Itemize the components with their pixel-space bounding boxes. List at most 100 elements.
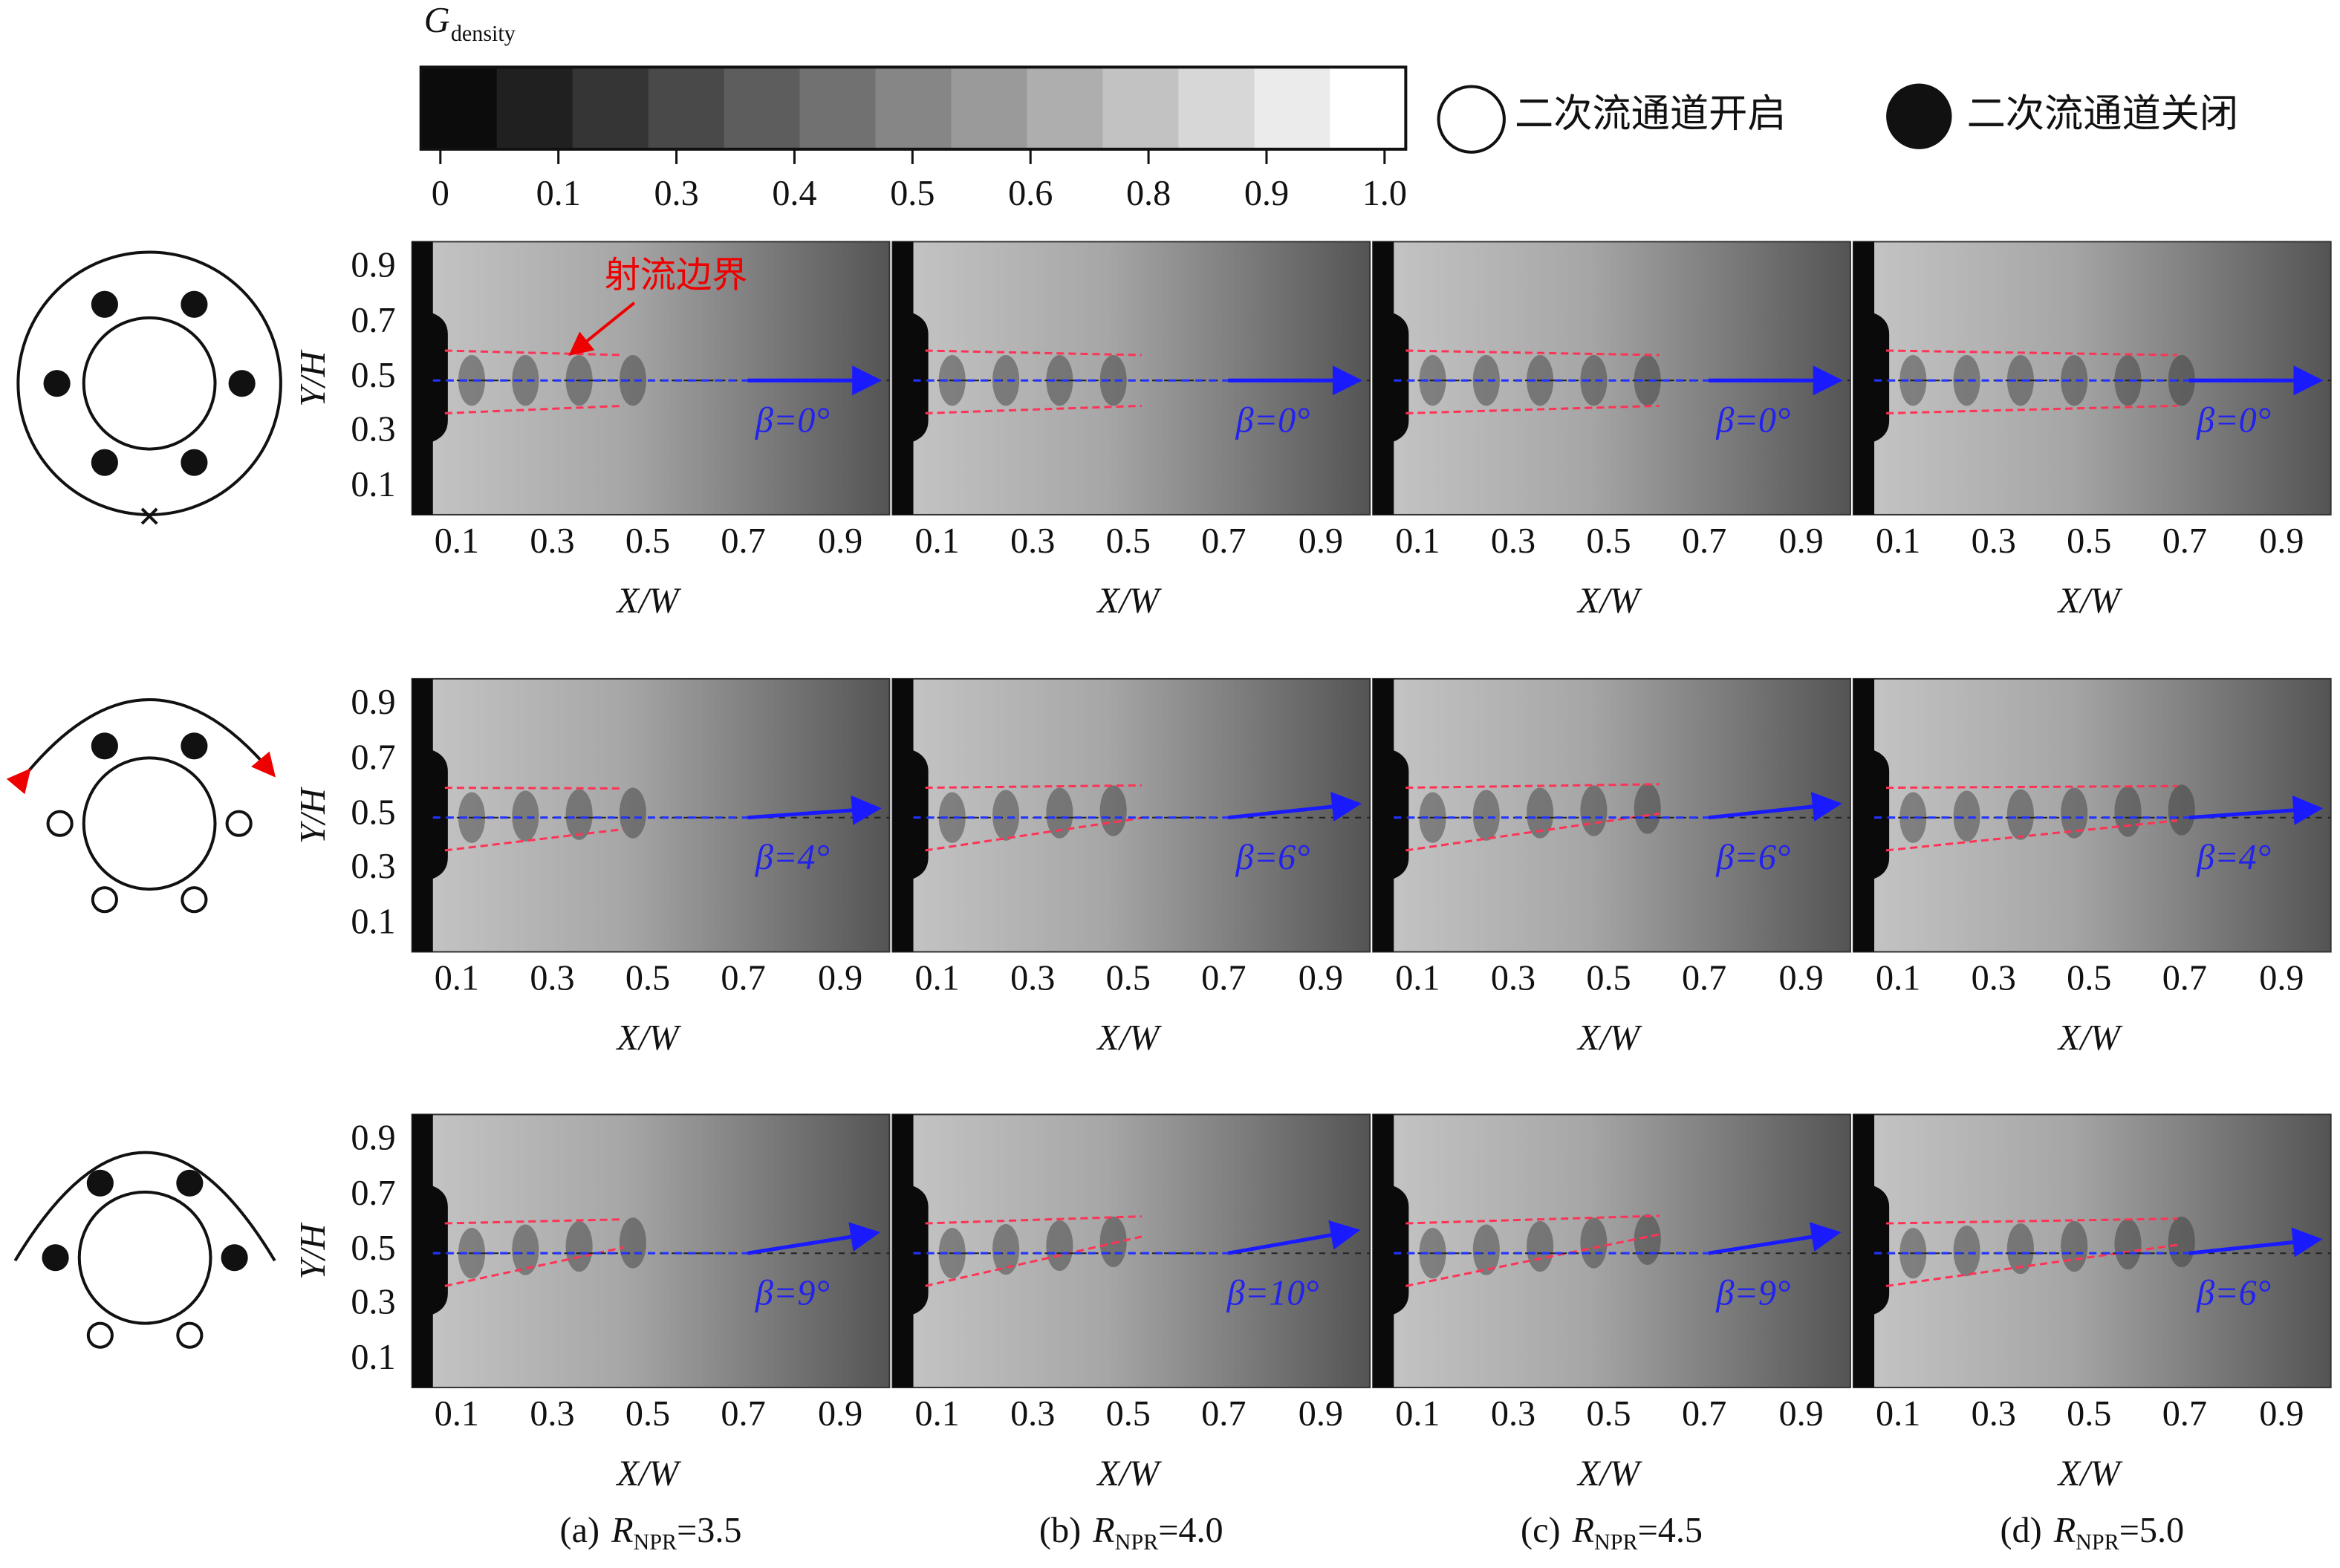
shock-cell [1634,783,1661,834]
jet-boundary [925,1235,1143,1287]
beta-label: β=4° [755,838,830,877]
beta-label: β=0° [2196,400,2271,440]
schlieren-image [411,1113,891,1388]
y-tick-label: 0.5 [351,793,395,833]
jet-boundary [1405,404,1660,414]
x-tick-label: 0.1 [435,959,479,998]
x-tick-label: 0.7 [721,521,765,561]
jet-boundary [444,1218,624,1225]
caption-symbol: R [1092,1511,1114,1550]
x-tick-label: 0.1 [1876,959,1920,998]
colorbar-step [1102,67,1180,149]
x-tick-label: 0.5 [625,1394,670,1434]
shock-cell [2168,1216,2195,1268]
beta-label: β=10° [1226,1274,1319,1313]
jet-boundary [925,784,1142,790]
jet-boundary [1886,1217,2177,1225]
y-tick-label: 0.7 [351,738,395,777]
y-tick-label: 0.5 [351,1229,395,1268]
x-tick-label: 0.5 [2067,1394,2111,1434]
x-tick-label: 0.9 [818,959,862,998]
shock-cell [1099,1216,1127,1268]
y-tick-label: 0.9 [351,1119,395,1158]
x-axis-label: X/W [616,582,682,621]
caption-symbol: R [611,1511,633,1550]
panel: β=6° [891,677,1371,953]
shock-cell [2061,355,2088,406]
shock-cell [992,790,1020,841]
beta-label: β=6° [2196,1274,2271,1313]
shock-cell [619,355,646,406]
jet-boundary [1405,783,1660,790]
x-tick-label: 0.3 [530,521,574,561]
panels: 0.9 0.7 0.5 0.3 0.1 Y/H β=0° 0.1 0.3 0.5 0.7 0.9 X/W… [293,241,2332,1555]
thrust-vector [1708,792,1842,822]
shock-cell [2168,784,2195,836]
x-tick-label: 0.3 [1010,959,1055,998]
schlieren-image [891,241,1371,515]
colorbar-step [951,67,1028,149]
colorbar-step [496,67,573,149]
caption-prefix: (c) [1521,1511,1560,1550]
colorbar-tick-label: 1.0 [1362,174,1407,213]
x-tick-label: 0.9 [1299,959,1343,998]
colorbar-step [724,67,801,149]
shock-cell [1953,1226,1980,1277]
colorbar-step [1254,67,1331,149]
colorbar-tick-label: 0.6 [1008,174,1053,213]
shock-cell [1099,355,1127,406]
shock-cell [1527,787,1554,839]
caption-symbol: R [1572,1511,1594,1550]
jet-boundary [925,816,1143,852]
x-tick-label: 0.1 [435,1394,479,1434]
shock-cell [512,355,539,406]
nozzle [412,678,448,952]
shock-cell [1472,1224,1500,1275]
schlieren-image [891,1113,1371,1388]
thrust-vector [2188,1227,2323,1258]
x-axis-label: X/W [1576,1454,1642,1494]
x-tick-label: 0.7 [1201,959,1246,998]
panel: β=0° [411,241,891,515]
caption-symbol: R [2053,1511,2076,1550]
colorbar-tick-label: 0.5 [890,174,935,213]
caption-subscript: NPR [1115,1529,1159,1555]
colorbar-step [799,67,877,149]
nozzle [1373,241,1409,515]
x-tick-label: 0.3 [1491,959,1535,998]
beta-label: β=0° [1715,400,1790,440]
caption-subscript: NPR [1594,1529,1638,1555]
caption-subscript: NPR [2076,1529,2119,1555]
shock-cell [619,1217,646,1269]
x-tick-label: 0.1 [1876,521,1920,561]
x-tick-label: 0.7 [1682,1394,1726,1434]
x-tick-label: 0.9 [1779,959,1824,998]
panel: β=0° [891,241,1371,515]
panel: β=6° [1852,1113,2332,1388]
panel: β=6° [1372,677,1851,953]
caption-prefix: (d) [2000,1511,2041,1550]
colorbar-tick-label: 0 [432,174,449,213]
colorbar-symbol: G [424,1,450,40]
shock-cell [1472,355,1500,406]
legend-open: 二次流通道开启 [1515,93,1787,136]
x-tick-label: 0.5 [2067,521,2111,561]
x-tick-label: 0.5 [2067,959,2111,998]
colorbar-tick-label: 0.8 [1126,174,1171,213]
x-axis-label: X/W [2057,1018,2123,1058]
x-axis-label: X/W [2057,582,2123,621]
shock-cell [512,1224,539,1275]
x-tick-label: 0.3 [1010,1394,1055,1434]
x-axis-label: X/W [1096,582,1162,621]
y-tick-label: 0.7 [351,1174,395,1213]
shock-cell [512,790,539,842]
shock-cell [1046,1220,1073,1272]
x-tick-label: 0.1 [1395,959,1440,998]
colorbar-tick-label: 0.3 [654,174,698,213]
x-tick-label: 0.9 [2259,521,2304,561]
x-tick-label: 0.9 [1779,521,1824,561]
nozzle [1373,1114,1409,1388]
x-tick-label: 0.3 [530,1394,574,1434]
nozzle [1373,678,1409,952]
